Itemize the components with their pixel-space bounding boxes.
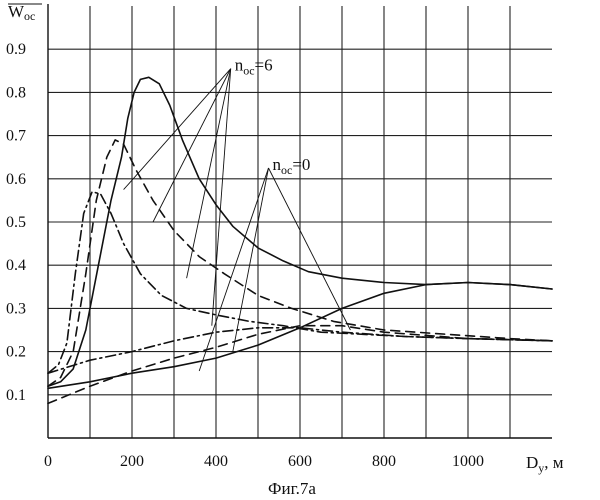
- axes: [47, 4, 552, 439]
- annotation-leader: [211, 68, 232, 326]
- annotation-leader: [198, 167, 269, 372]
- series-line-dashed-rise: [47, 324, 553, 405]
- tick-labels: 0 200 400 600 800 1000 0.1 0.2 0.3 0.4 0.5 0.6 0.7 0.…: [6, 41, 484, 470]
- series-line-solid-rise: [47, 281, 553, 390]
- series-line-dashdot-peak: [47, 191, 553, 374]
- figure-caption: Фиг.7а: [268, 479, 316, 498]
- y-tick-label: 0.1: [6, 387, 26, 404]
- y-tick-label: 0.8: [6, 84, 26, 101]
- series-line-solid-peak: [47, 76, 553, 387]
- x-tick-label: 800: [372, 453, 396, 470]
- annotation-leader: [123, 68, 232, 190]
- y-tick-label: 0.3: [6, 300, 26, 317]
- y-tick-label: 0.2: [6, 344, 26, 361]
- x-tick-label: 200: [120, 453, 144, 470]
- series-line-dashed-peak: [47, 139, 553, 387]
- annotation-label: noc=0: [273, 155, 311, 177]
- annotation-leader: [268, 167, 351, 331]
- y-tick-label: 0.7: [6, 128, 26, 145]
- x-tick-label: 600: [288, 453, 312, 470]
- x-axis-label: Dу, м: [526, 453, 564, 475]
- series-line-dashdot-rise: [47, 327, 553, 374]
- y-tick-label: 0.5: [6, 214, 26, 231]
- y-axis-label: Woc: [8, 2, 35, 23]
- x-tick-label: 400: [204, 453, 228, 470]
- y-tick-label: 0.6: [6, 171, 26, 188]
- annotation-leader: [152, 68, 232, 223]
- series-lines: [47, 76, 553, 405]
- annotation-leader: [186, 68, 232, 279]
- annotations: noc=6 noc=0: [123, 56, 351, 372]
- y-tick-label: 0.9: [6, 41, 26, 58]
- y-tick-label: 0.4: [6, 257, 26, 274]
- annotation-label: noc=6: [235, 56, 273, 78]
- annotation-leader: [232, 167, 269, 352]
- x-tick-label: 1000: [452, 453, 484, 470]
- grid: [48, 6, 552, 438]
- x-tick-label: 0: [44, 453, 52, 470]
